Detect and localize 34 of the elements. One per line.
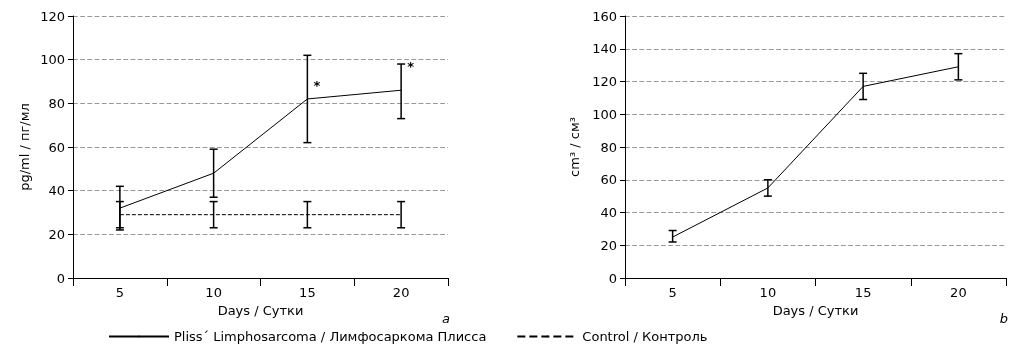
y-tick-label: 0 <box>56 270 65 286</box>
y-tick-label: 80 <box>48 95 65 111</box>
y-tick-label: 120 <box>40 8 65 24</box>
y-tick-label: 100 <box>592 106 617 122</box>
legend-label: Control / Контроль <box>582 329 708 344</box>
x-tick-label: 5 <box>115 285 125 300</box>
x-tick-label: 10 <box>759 285 777 300</box>
y-tick-label: 20 <box>48 226 65 242</box>
y-tick-label: 160 <box>592 8 617 24</box>
y-tick-label: 0 <box>608 270 617 286</box>
y-tick-label: 60 <box>600 172 617 188</box>
x-tick-label: 15 <box>854 285 872 300</box>
text: a <box>442 311 451 326</box>
y-tick-label: 60 <box>48 139 65 155</box>
annotation: * <box>407 58 415 74</box>
y-tick-label: 40 <box>48 183 65 199</box>
legend-label: Pliss´ Limphosarcoma / Лимфосаркома Плисса <box>174 329 487 344</box>
y-tick-label: 80 <box>600 139 617 155</box>
y-tick-label: 100 <box>40 52 65 68</box>
y-axis-title: cm³ / см³ <box>567 117 583 177</box>
x-tick-label: 15 <box>299 285 316 300</box>
y-axis-title: pg/ml / пг/мл <box>17 103 32 191</box>
x-axis-title: Days / Сутки <box>772 302 859 318</box>
y-tick-label: 120 <box>592 74 617 89</box>
y-tick-label: 40 <box>600 205 617 220</box>
x-tick-label: 5 <box>668 285 677 300</box>
x-tick-label: 10 <box>205 285 222 300</box>
x-axis-title: Days / Сутки <box>217 302 304 318</box>
y-tick-label: 20 <box>600 237 617 253</box>
x-tick-label: 20 <box>392 285 410 300</box>
annotation: * <box>313 78 321 94</box>
y-tick-label: 140 <box>592 41 617 57</box>
text: b <box>999 311 1009 326</box>
x-tick-label: 20 <box>950 285 967 300</box>
